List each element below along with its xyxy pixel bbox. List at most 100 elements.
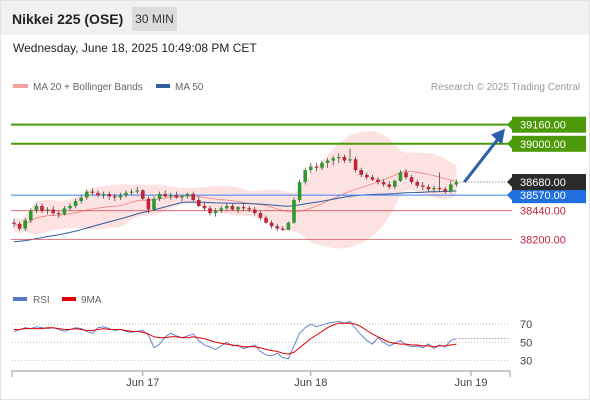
candle-body	[34, 205, 39, 211]
rsi-ma9-line	[14, 322, 457, 355]
candle-body	[180, 196, 184, 198]
candle-body	[236, 207, 240, 210]
candle-body	[113, 196, 117, 198]
candle-body	[107, 193, 111, 197]
candle-body	[197, 199, 201, 206]
rsi-tick-label: 30	[520, 355, 532, 367]
candle-body	[208, 208, 212, 214]
candle-body	[185, 193, 190, 197]
last-price-pointer	[507, 177, 512, 188]
candle-body	[124, 192, 128, 196]
candle-body	[337, 156, 341, 159]
candle-body	[247, 208, 251, 210]
candle-body	[51, 209, 55, 214]
candle-body	[225, 205, 229, 209]
header-bar: Nikkei 225 (OSE) 30 MIN	[1, 1, 589, 35]
candle-body	[286, 222, 291, 230]
last-price-box	[512, 174, 586, 191]
x-axis: Jun 17 Jun 18 Jun 19	[126, 371, 488, 389]
candle-body	[415, 182, 419, 186]
x-axis-tick-label: Jun 17	[126, 377, 159, 389]
x-axis-tick-label: Jun 18	[294, 377, 327, 389]
candle-body	[12, 222, 16, 224]
timestamp: Wednesday, June 18, 2025 10:49:08 PM CET	[13, 41, 257, 55]
candle-body	[174, 195, 179, 198]
rsi-legend-swatch	[13, 297, 27, 301]
bollinger-legend-label: MA 20 + Bollinger Bands	[33, 82, 143, 93]
candle-body	[129, 191, 134, 193]
candle-body	[23, 220, 27, 229]
candle-body	[202, 205, 207, 209]
candle-body	[376, 179, 380, 183]
candle-body	[297, 182, 302, 200]
candle-body	[96, 192, 100, 196]
pivot-label-pointer	[507, 190, 512, 201]
candle-body	[101, 193, 106, 196]
candle-body	[241, 207, 246, 209]
candle-body	[230, 205, 235, 210]
candle-body	[449, 184, 453, 192]
candle-body	[253, 209, 257, 214]
last-price-label: 38680.00	[520, 177, 566, 189]
candle-body	[342, 156, 347, 161]
resistance-label: 39160.00	[520, 120, 566, 132]
x-axis-tick-label: Jun 19	[454, 377, 487, 389]
candle-body	[370, 177, 375, 180]
candle-body	[432, 188, 436, 190]
candle-body	[421, 185, 425, 187]
price-panel: 39160.00 39000.00 38570.00 38440.00 38200.00…	[11, 116, 586, 249]
ma50-legend-swatch	[156, 84, 170, 88]
candle-body	[353, 159, 358, 171]
candle-body	[17, 223, 22, 229]
ma9-legend-label: 9MA	[81, 295, 102, 306]
rsi-line	[13, 320, 457, 360]
support-label: 38440.00	[520, 206, 566, 218]
candle-body	[191, 193, 195, 200]
candle-body	[45, 209, 50, 211]
resistance-label-box	[512, 135, 586, 152]
candle-body	[163, 193, 167, 197]
candle-body	[292, 199, 296, 223]
candle-body	[213, 210, 218, 214]
candle-body	[348, 159, 352, 161]
ma9-legend-swatch	[62, 297, 76, 301]
pivot-label-box	[512, 187, 586, 204]
candle-body	[454, 182, 459, 185]
resistance-label-pointer	[507, 119, 512, 130]
rsi-panel: 70 50 30	[12, 319, 532, 367]
candle-body	[57, 213, 61, 215]
forecast-arrow-icon	[491, 128, 505, 145]
candle-body	[152, 198, 156, 210]
timeframe-button[interactable]: 30 MIN	[132, 7, 177, 31]
bollinger-band	[14, 131, 457, 249]
candle-body	[73, 201, 78, 206]
pivot-label: 38570.00	[520, 190, 566, 202]
candle-body	[169, 195, 173, 197]
candle-body	[381, 182, 386, 185]
candle-body	[258, 213, 263, 218]
candle-body	[219, 208, 223, 211]
candle-body	[365, 174, 369, 178]
resistance-label: 39000.00	[520, 139, 566, 151]
candle-body	[393, 180, 397, 187]
candle-body	[387, 184, 391, 187]
forecast-arrow-shaft	[463, 136, 501, 183]
candle-body	[85, 191, 89, 198]
candle-body	[29, 210, 33, 221]
candle-body	[68, 205, 72, 209]
candle-body	[146, 198, 151, 210]
candle-body	[437, 188, 442, 190]
candle-body	[264, 217, 268, 223]
bollinger-legend-swatch	[13, 84, 28, 88]
ma50-legend-label: MA 50	[175, 82, 204, 93]
candle-body	[40, 205, 44, 211]
candle-body	[157, 193, 162, 199]
candle-body	[281, 228, 285, 230]
candle-body	[309, 166, 313, 171]
candle-body	[269, 222, 274, 227]
candle-body	[135, 190, 139, 192]
support-label: 38200.00	[520, 234, 566, 246]
candle-body	[325, 160, 330, 163]
resistance-label-box	[512, 116, 586, 133]
